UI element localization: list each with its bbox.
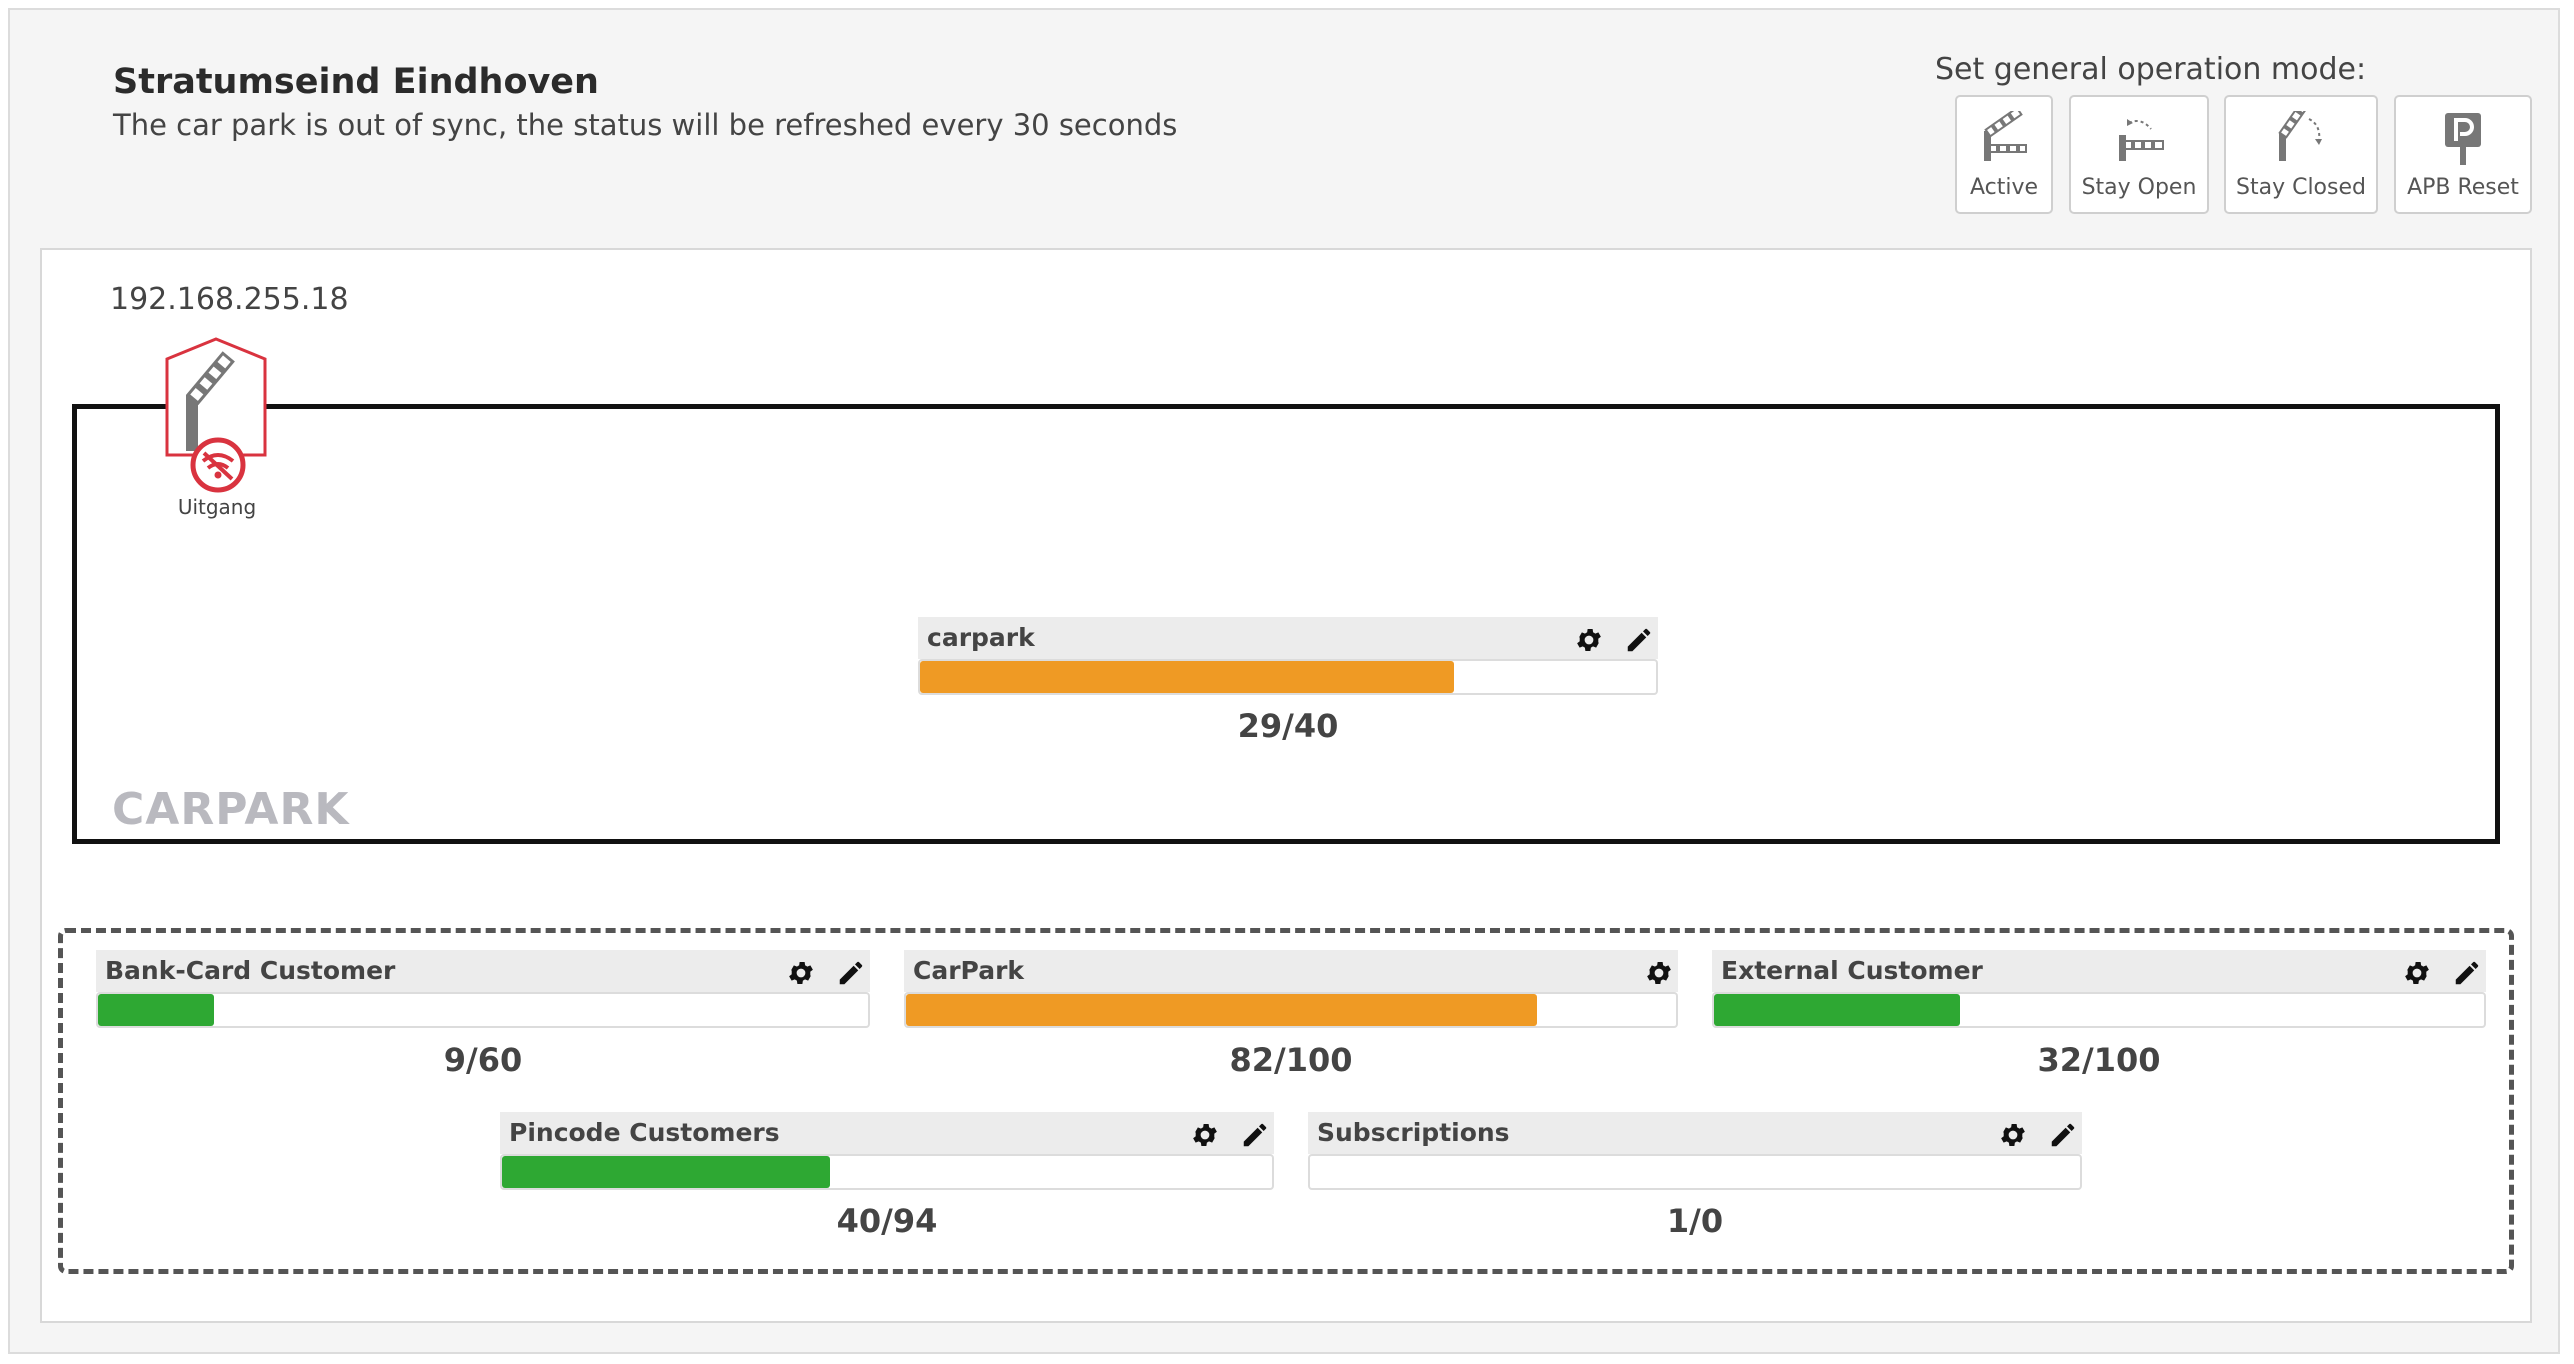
counter-name: CarPark — [913, 956, 1025, 985]
sync-status-message: The car park is out of sync, the status … — [113, 108, 1178, 142]
page-title: Stratumseind Eindhoven — [113, 62, 599, 102]
mode-stay-open-label: Stay Open — [2081, 175, 2197, 200]
counter-name: carpark — [927, 623, 1035, 652]
mode-stay-closed-button[interactable]: Stay Closed — [2224, 95, 2378, 214]
group-count: 9/60 — [443, 1041, 523, 1079]
group-counter-carpark: CarPark — [904, 950, 1678, 1040]
edit-pencil-icon[interactable] — [1240, 1120, 1270, 1150]
progress-track — [500, 1154, 1274, 1190]
progress-fill — [906, 994, 1538, 1026]
mode-active-label: Active — [1969, 175, 2039, 200]
gear-icon[interactable] — [1190, 1120, 1220, 1150]
gear-icon[interactable] — [1574, 625, 1604, 655]
mode-stay-open-button[interactable]: Stay Open — [2069, 95, 2209, 214]
group-count: 82/100 — [1229, 1041, 1353, 1079]
controller-ip-address: 192.168.255.18 — [110, 282, 349, 317]
no-connection-icon — [190, 437, 246, 493]
operation-mode-label: Set general operation mode: — [1935, 52, 2367, 87]
mode-apb-reset-label: APB Reset — [2407, 175, 2519, 200]
counter-header: carpark — [918, 617, 1658, 659]
progress-fill — [502, 1156, 831, 1188]
group-counter-subscriptions: Subscriptions — [1308, 1112, 2082, 1202]
counter-header: CarPark — [904, 950, 1678, 992]
progress-track — [1308, 1154, 2082, 1190]
exit-barrier-device[interactable] — [164, 337, 268, 517]
device-label: Uitgang — [177, 495, 257, 519]
barrier-stay-open-icon — [2119, 119, 2164, 161]
group-counters-area — [58, 928, 2514, 1274]
progress-fill — [1714, 994, 1961, 1026]
group-count: 32/100 — [2037, 1041, 2161, 1079]
group-counter-pincode: Pincode Customers — [500, 1112, 1274, 1202]
edit-pencil-icon[interactable] — [836, 958, 866, 988]
group-count: 40/94 — [836, 1202, 938, 1240]
carpark-counter: carpark — [918, 617, 1658, 707]
mode-apb-reset-button[interactable]: APB Reset — [2394, 95, 2532, 214]
gear-icon[interactable] — [786, 958, 816, 988]
counter-name: Subscriptions — [1317, 1118, 1510, 1147]
edit-pencil-icon[interactable] — [1624, 625, 1654, 655]
edit-pencil-icon[interactable] — [2452, 958, 2482, 988]
counter-header: Bank-Card Customer — [96, 950, 870, 992]
progress-track — [1712, 992, 2486, 1028]
group-count: 1/0 — [1666, 1202, 1724, 1240]
barrier-active-icon — [1984, 111, 2027, 161]
progress-fill — [920, 661, 1454, 693]
edit-pencil-icon[interactable] — [2048, 1120, 2078, 1150]
group-counter-bank-card: Bank-Card Customer — [96, 950, 870, 1040]
gear-icon[interactable] — [1998, 1120, 2028, 1150]
carpark-count: 29/40 — [1237, 707, 1339, 745]
progress-track — [96, 992, 870, 1028]
counter-name: Pincode Customers — [509, 1118, 780, 1147]
progress-track — [918, 659, 1658, 695]
mode-stay-closed-label: Stay Closed — [2236, 175, 2366, 200]
counter-header: External Customer — [1712, 950, 2486, 992]
counter-name: External Customer — [1721, 956, 1983, 985]
counter-name: Bank-Card Customer — [105, 956, 396, 985]
counter-header: Subscriptions — [1308, 1112, 2082, 1154]
barrier-stay-closed-icon — [2278, 111, 2322, 161]
mode-active-button[interactable]: Active — [1955, 95, 2053, 214]
progress-track — [904, 992, 1678, 1028]
barrier-device-icon — [165, 337, 267, 457]
group-counter-external: External Customer — [1712, 950, 2486, 1040]
carpark-area-name: CARPARK — [112, 784, 350, 835]
gear-icon[interactable] — [1644, 958, 1674, 988]
gear-icon[interactable] — [2402, 958, 2432, 988]
counter-header: Pincode Customers — [500, 1112, 1274, 1154]
parking-p-icon — [2445, 113, 2481, 165]
progress-fill — [98, 994, 214, 1026]
